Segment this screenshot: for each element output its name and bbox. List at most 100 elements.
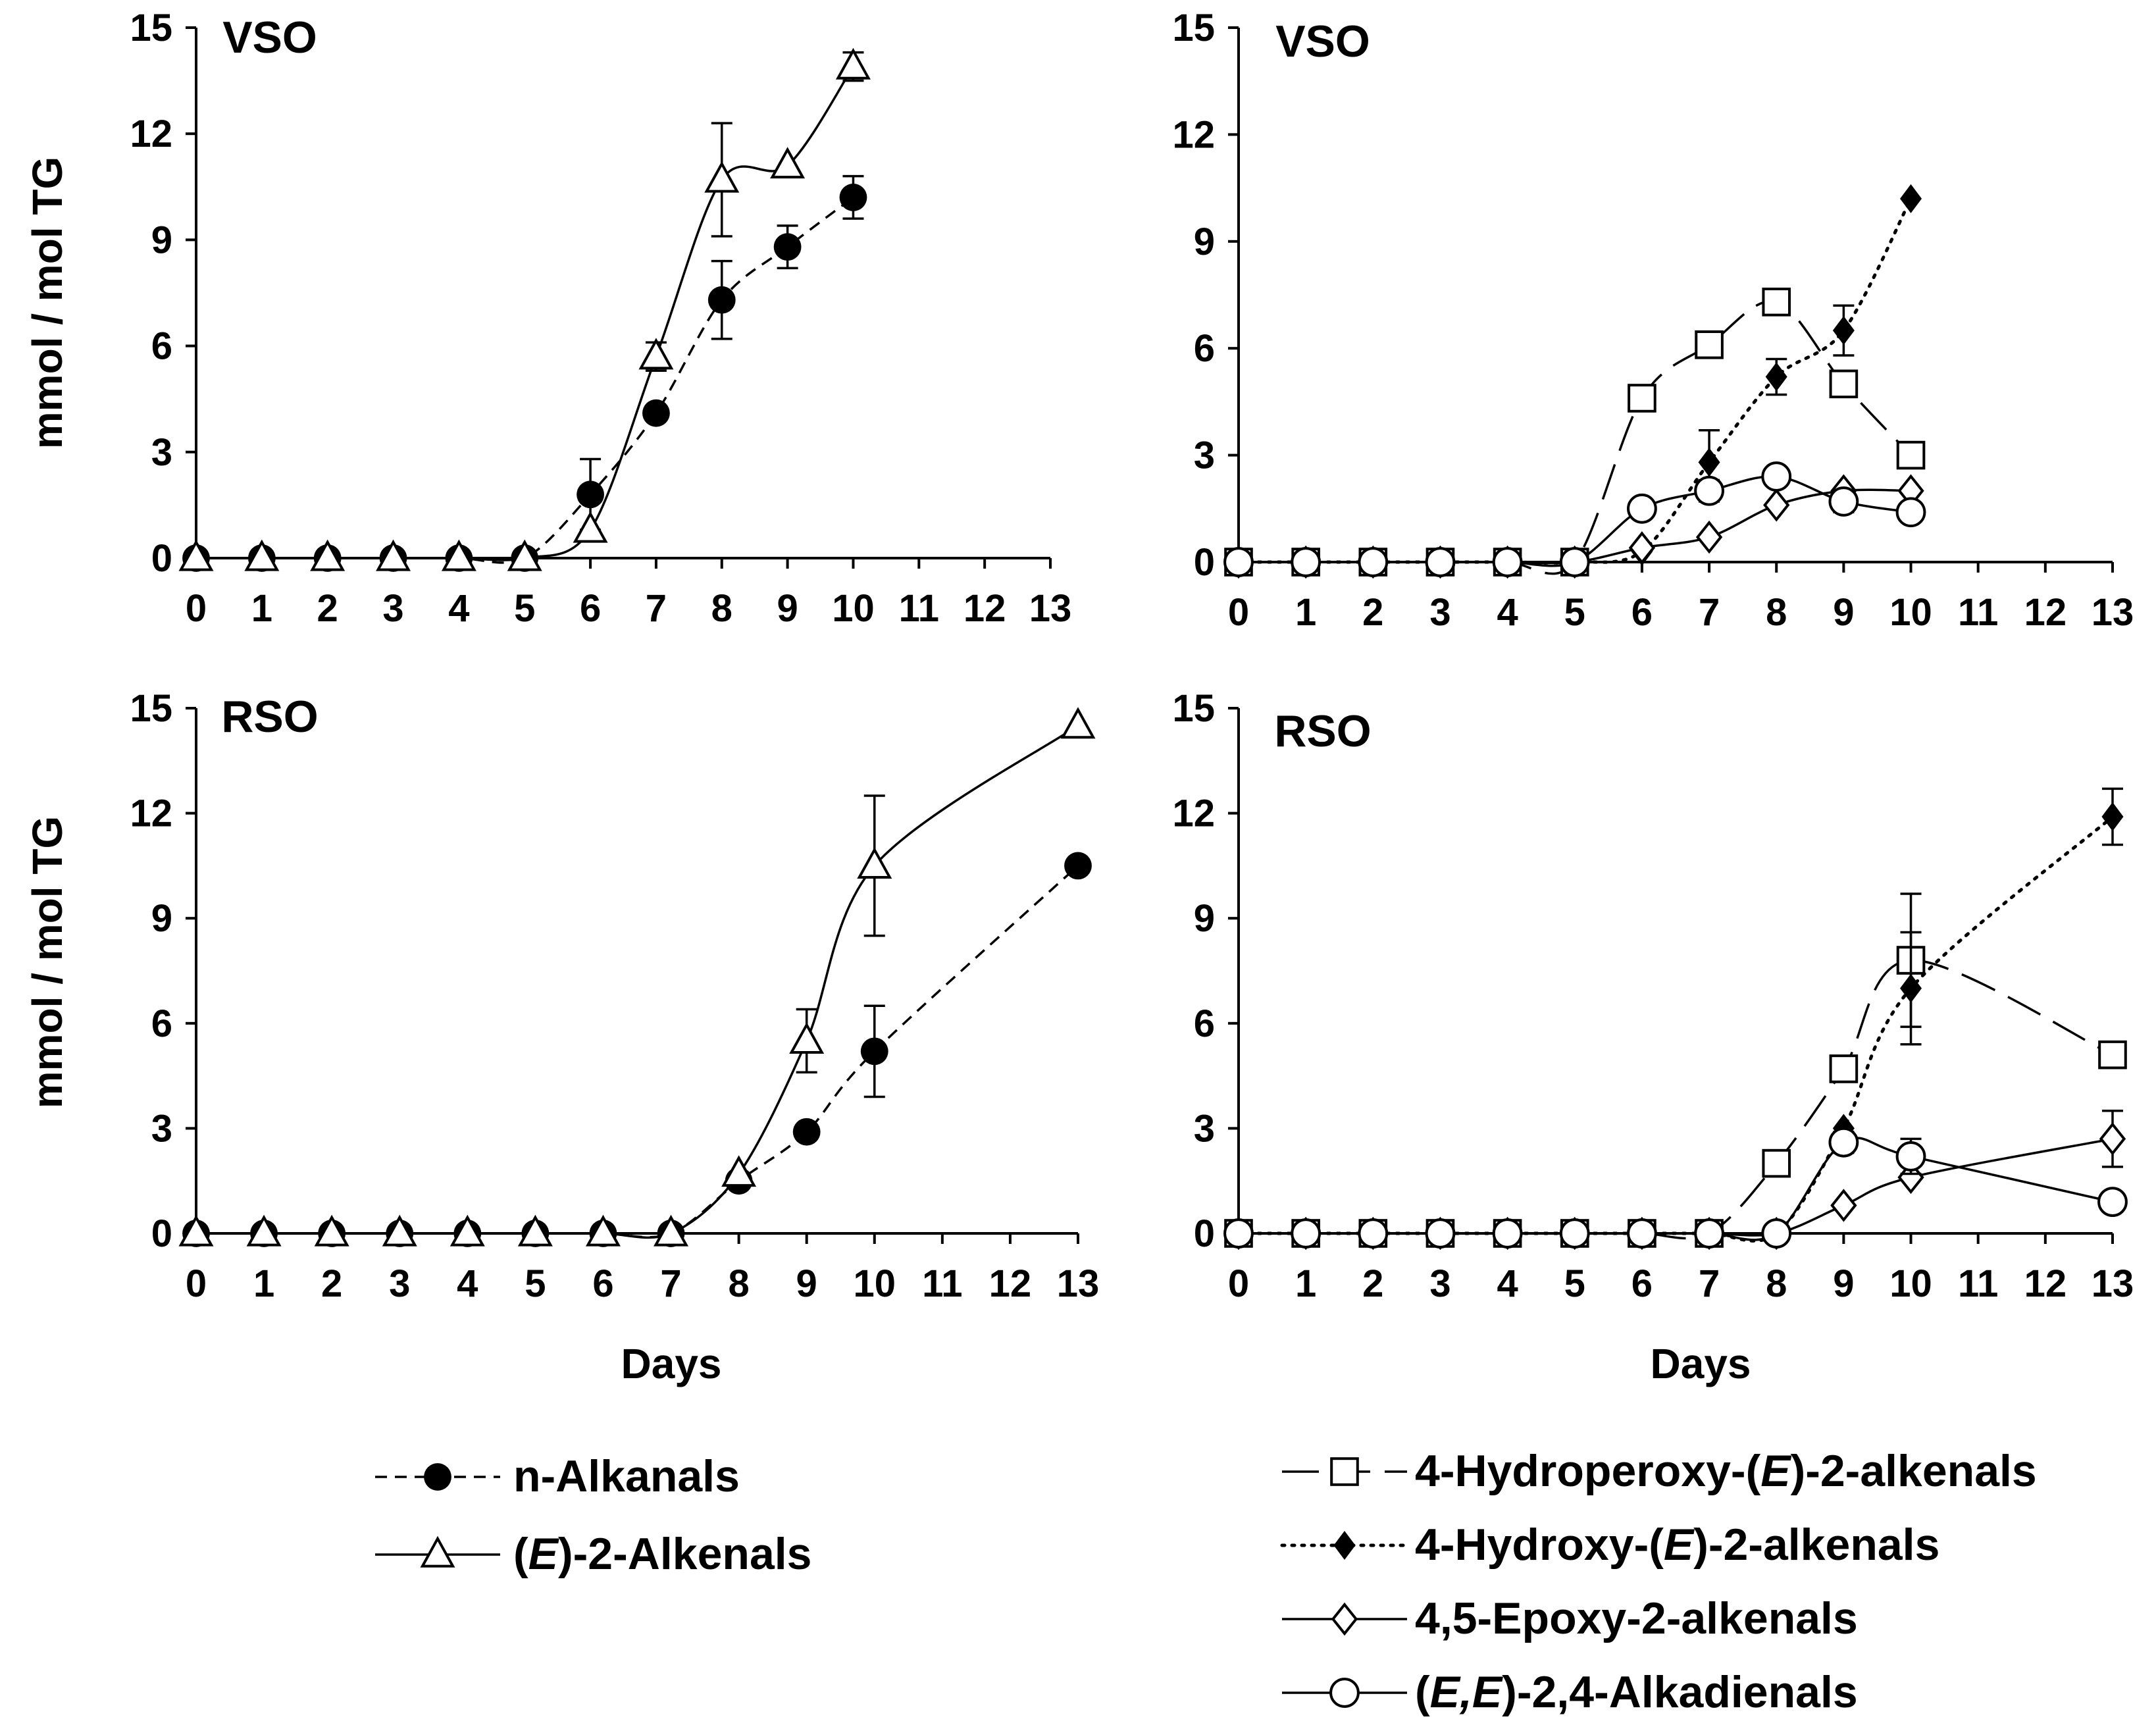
data-point — [2101, 802, 2124, 831]
data-point — [1425, 1218, 1456, 1249]
legend-label: (E)-2-Alkenals — [513, 1529, 811, 1579]
x-tick-label: 0 — [1228, 1262, 1249, 1305]
data-point — [585, 1214, 621, 1247]
data-point — [1895, 1141, 1926, 1172]
x-tick-label: 6 — [1631, 1262, 1653, 1305]
data-point — [789, 1022, 825, 1054]
x-tick-label: 8 — [1766, 1262, 1787, 1305]
x-tick-label: 4 — [1497, 591, 1518, 634]
legend-right: 4-Hydroperoxy-(E)-2-alkenals 4-Hydroxy-(E… — [1280, 1446, 2037, 1717]
x-tick-label: 9 — [1833, 1262, 1854, 1305]
data-point — [1291, 1218, 1322, 1249]
data-point — [1695, 520, 1723, 554]
series-line — [196, 865, 1079, 1239]
data-point — [707, 286, 736, 314]
data-point — [2098, 1040, 2127, 1070]
legend-marker — [1330, 1457, 1359, 1486]
data-point — [704, 161, 740, 193]
panel-title: RSO — [1274, 706, 1371, 756]
data-point — [1761, 461, 1792, 492]
legend-left: n-Alkanals (E)-2-Alkenals — [375, 1451, 811, 1579]
data-point — [1829, 369, 1859, 399]
data-point — [835, 47, 871, 80]
data-point — [1695, 330, 1724, 359]
legend-label: (E,E)-2,4-Alkadienals — [1415, 1667, 1858, 1717]
data-point — [642, 399, 670, 427]
data-point — [1628, 384, 1656, 413]
x-tick-label: 5 — [1564, 1262, 1585, 1305]
y-axis-title-bottom: mmol / mol TG — [24, 816, 71, 1108]
y-tick-label: 3 — [151, 1107, 172, 1150]
panel-title: RSO — [221, 692, 318, 742]
data-point — [178, 1214, 214, 1247]
y-tick-label: 15 — [130, 687, 172, 730]
x-tick-label: 9 — [796, 1262, 817, 1305]
data-point — [1694, 1218, 1724, 1249]
x-tick-label: 6 — [592, 1262, 613, 1305]
data-point — [1291, 547, 1322, 577]
y-tick-label: 6 — [151, 325, 172, 368]
legend-item-n-alkanals: n-Alkanals — [375, 1451, 740, 1501]
legend-item-4-hydroperoxy-e-2-alkenals: 4-Hydroperoxy-(E)-2-alkenals — [1282, 1446, 2037, 1496]
x-tick-label: 12 — [2024, 591, 2067, 634]
data-point — [1060, 707, 1096, 739]
x-tick-label: 8 — [711, 587, 732, 630]
x-tick-label: 1 — [1295, 1262, 1316, 1305]
data-point — [310, 539, 346, 571]
data-point — [1223, 1218, 1254, 1249]
legend-marker — [420, 1535, 455, 1568]
data-point — [1761, 1218, 1792, 1249]
y-tick-label: 0 — [1194, 1212, 1215, 1255]
y-tick-label: 6 — [1194, 327, 1215, 370]
y-tick-label: 3 — [1194, 1107, 1215, 1150]
series-4-hydroxy-e-2-alkenals — [1227, 787, 2124, 1248]
series-n-alkanals — [182, 174, 867, 572]
y-tick-label: 12 — [1172, 792, 1215, 835]
x-tick-label: 8 — [1766, 591, 1787, 634]
x-tick-label: 7 — [1699, 591, 1720, 634]
y-axis-title-top: mmol / mol TG — [24, 157, 71, 449]
data-point — [638, 338, 674, 370]
legend-label: 4-Hydroperoxy-(E)-2-alkenals — [1415, 1446, 2037, 1496]
y-tick-label: 0 — [151, 1212, 172, 1255]
x-tick-label: 12 — [2024, 1262, 2067, 1305]
data-point — [1698, 448, 1720, 477]
data-point — [1064, 852, 1092, 880]
series-line — [1237, 815, 2115, 1243]
legend-item-4-5-epoxy-2-alkenals: 4,5-Epoxy-2-alkenals — [1282, 1593, 1858, 1643]
data-point — [1828, 486, 1859, 517]
data-point — [2099, 1122, 2126, 1156]
x-tick-label: 13 — [1029, 587, 1072, 630]
x-tick-label: 3 — [1429, 1262, 1450, 1305]
legend-marker — [1331, 1602, 1358, 1636]
series-line — [1237, 197, 1913, 565]
data-point — [376, 539, 411, 571]
y-tick-label: 9 — [151, 219, 172, 261]
data-point — [1900, 973, 1922, 1003]
y-tick-label: 6 — [1194, 1002, 1215, 1045]
series-4-hydroperoxy-e-2-alkenals — [1224, 892, 2127, 1248]
data-point — [1627, 1218, 1657, 1249]
data-point — [2097, 1187, 2128, 1218]
data-point — [441, 539, 476, 571]
series-e-2-alkenals — [178, 707, 1096, 1247]
y-tick-label: 15 — [1172, 7, 1215, 49]
data-point — [1627, 493, 1657, 524]
x-tick-label: 10 — [1889, 591, 1932, 634]
panel-title: VSO — [1275, 16, 1370, 66]
x-tick-label: 0 — [186, 587, 207, 630]
legend-marker — [1333, 1531, 1356, 1560]
data-point — [1762, 288, 1791, 317]
x-tick-label: 1 — [253, 1262, 274, 1305]
x-tick-label: 10 — [832, 587, 875, 630]
x-tick-label: 9 — [777, 587, 798, 630]
x-tick-label: 2 — [321, 1262, 342, 1305]
data-point — [1765, 362, 1787, 392]
data-point — [449, 1214, 485, 1247]
legend-label: n-Alkanals — [513, 1451, 740, 1501]
data-point — [1425, 547, 1456, 577]
